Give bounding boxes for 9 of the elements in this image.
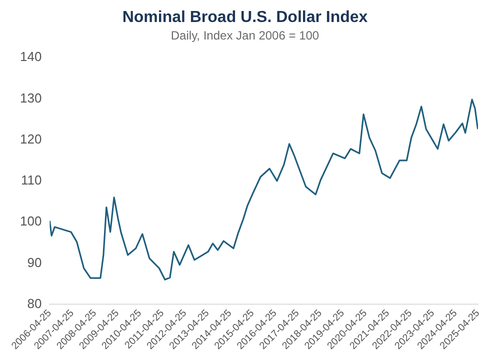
y-tick-label: 140 [20,49,42,64]
y-tick-label: 120 [20,131,42,146]
y-tick-label: 90 [27,254,42,270]
chart-subtitle: Daily, Index Jan 2006 = 100 [170,28,320,43]
y-tick-label: 100 [20,214,42,229]
y-tick-label: 110 [20,172,42,188]
y-tick-label: 80 [27,296,42,311]
y-tick-label: 130 [20,90,42,106]
chart-title: Nominal Broad U.S. Dollar Index [122,9,368,26]
